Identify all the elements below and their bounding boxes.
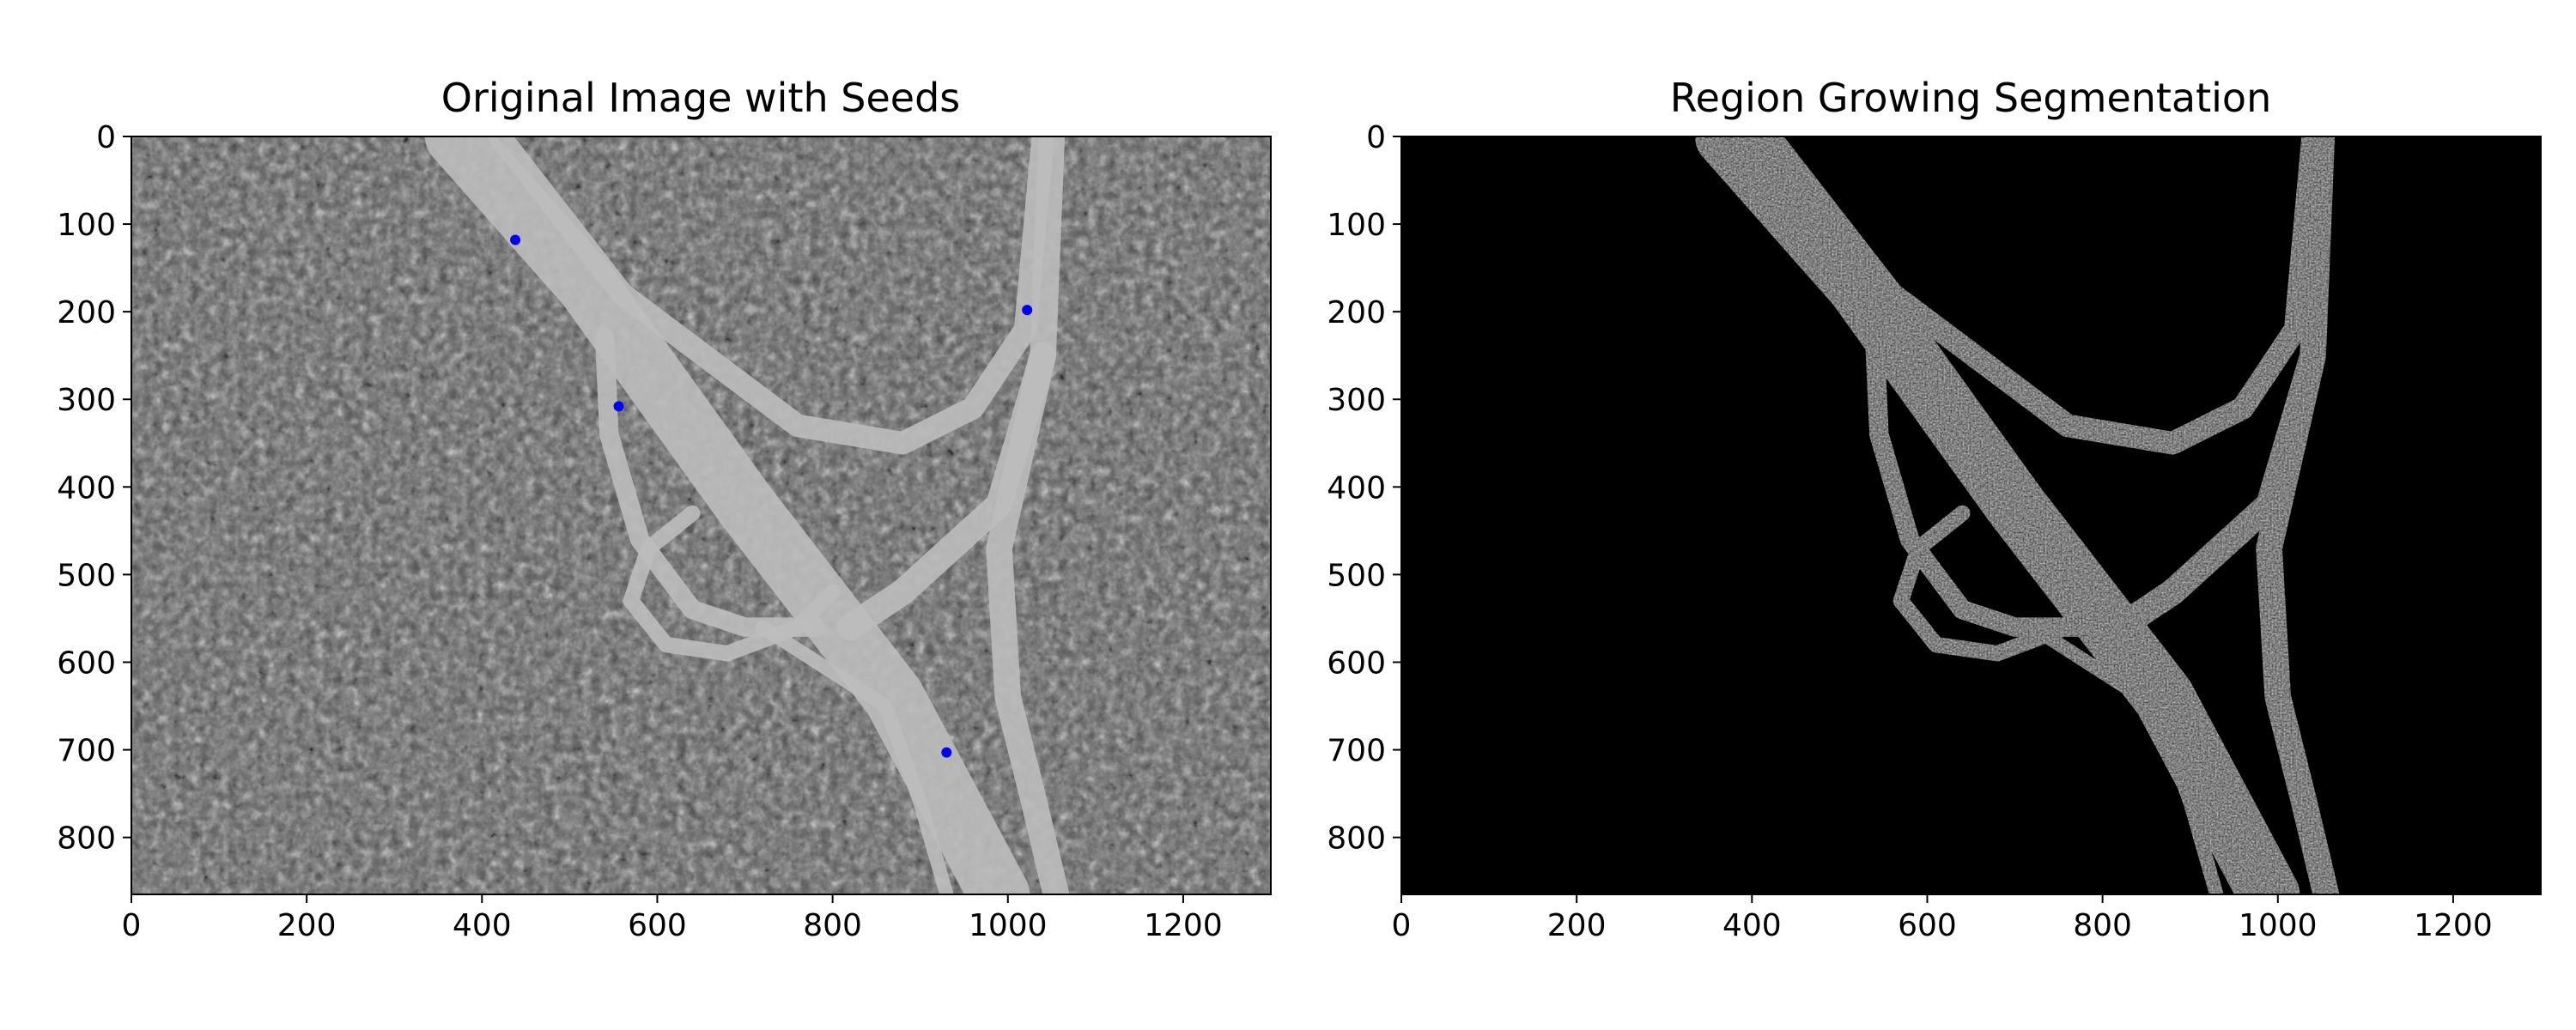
- original-x-tick-label: 600: [628, 908, 687, 943]
- original-y-tick-label: 800: [57, 821, 116, 857]
- original-x-tick-label: 400: [453, 908, 512, 943]
- original-x-tick-label: 200: [277, 908, 337, 943]
- segmentation-y-tick-label: 100: [1327, 208, 1386, 243]
- segmentation-x-tick-label: 200: [1547, 908, 1607, 943]
- segmentation-y-tick-label: 400: [1327, 470, 1386, 506]
- original-image-title: Original Image with Seeds: [441, 75, 961, 121]
- segmentation-x-tick-label: 0: [1392, 908, 1412, 943]
- road-segment: [2256, 342, 2340, 894]
- road-segment: [1893, 505, 2111, 662]
- seed-point: [941, 747, 952, 758]
- segmentation-title: Region Growing Segmentation: [1670, 75, 2271, 121]
- segmentation-x-tick-label: 1200: [2414, 908, 2493, 943]
- road-segment: [623, 505, 841, 662]
- original-y-tick-label: 700: [57, 734, 116, 769]
- road-segment: [1758, 136, 2324, 455]
- seed-point: [510, 234, 521, 245]
- segmentation-mask: [1401, 136, 2541, 894]
- seed-point: [1022, 305, 1033, 316]
- segmentation-y-tick-label: 600: [1327, 645, 1386, 681]
- seed-points: [510, 234, 1033, 758]
- segmentation-x-tick-label: 1000: [2239, 908, 2318, 943]
- aerial-photo: [131, 136, 1271, 894]
- segmentation-axes: 0 200 400 600 800 1000 1200 0 100 200 300 400 500 600…: [1327, 120, 2492, 943]
- segmentation-x-tick-label: 400: [1722, 908, 1782, 943]
- highway-roads: [424, 136, 1070, 894]
- original-x-tick-label: 0: [122, 908, 142, 943]
- segmentation-y-tick-label: 200: [1327, 295, 1386, 330]
- segmentation-panel: Region Growing Segmentation 0 200 400 600 80…: [1327, 75, 2542, 943]
- segmentation-y-tick-label: 0: [1366, 120, 1386, 155]
- segmentation-y-tick-label: 700: [1327, 734, 1386, 769]
- original-y-tick-label: 400: [57, 470, 116, 506]
- segmentation-x-tick-label: 800: [2073, 908, 2132, 943]
- original-image-panel: Original Image with Seeds 0 200 400 600 800 1…: [57, 75, 1272, 943]
- original-y-tick-label: 200: [57, 295, 116, 330]
- road-segment: [2025, 620, 2224, 894]
- original-x-tick-label: 800: [803, 908, 862, 943]
- road-segment: [424, 136, 1030, 894]
- original-y-tick-label: 600: [57, 645, 116, 681]
- road-segment: [986, 342, 1070, 894]
- seed-point: [613, 401, 624, 412]
- segmentation-x-tick-label: 600: [1898, 908, 1957, 943]
- segmentation-y-tick-label: 800: [1327, 821, 1386, 857]
- original-x-tick-label: 1000: [969, 908, 1048, 943]
- segmentation-y-tick-label: 500: [1327, 558, 1386, 593]
- original-y-tick-label: 100: [57, 208, 116, 243]
- segmentation-y-tick-label: 300: [1327, 383, 1386, 418]
- original-y-tick-label: 0: [96, 120, 116, 155]
- original-image-axes: 0 200 400 600 800 1000 1200 0 100 200 300 400 500 600…: [57, 120, 1222, 943]
- original-x-tick-label: 1200: [1144, 908, 1223, 943]
- original-y-tick-label: 500: [57, 558, 116, 593]
- road-segment: [1694, 136, 2300, 894]
- original-y-tick-label: 300: [57, 383, 116, 418]
- road-segment: [755, 620, 954, 894]
- road-segment: [488, 136, 1054, 455]
